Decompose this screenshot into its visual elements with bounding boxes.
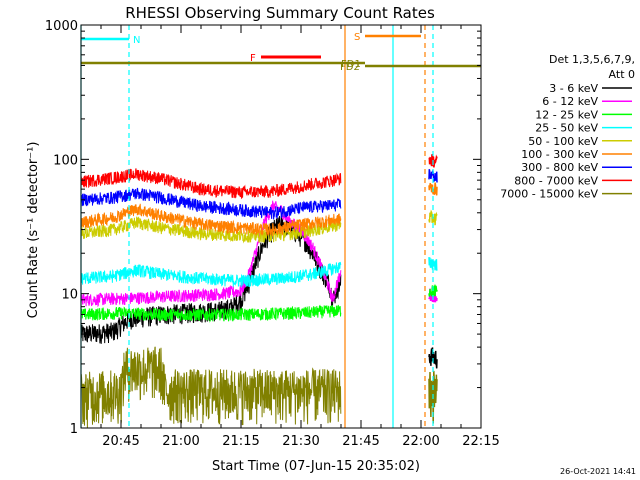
legend-label-7: 300 - 800 keV — [521, 161, 598, 174]
legend-label-3: 12 - 25 keV — [535, 108, 598, 121]
x-tick-label-3: 21:15 — [222, 434, 259, 449]
legend-header-line-2: Att 0 — [609, 68, 635, 81]
x-tick-label-7: 22:15 — [462, 434, 499, 449]
series-line-4-late — [428, 257, 438, 271]
legend-label-5: 50 - 100 keV — [528, 135, 598, 148]
series-line-8 — [80, 168, 342, 200]
series-line-5-late — [428, 209, 438, 226]
legend-label-1: 3 - 6 keV — [549, 82, 598, 95]
y-tick-label-2: 10 — [61, 288, 78, 303]
legend-label-2: 6 - 12 keV — [542, 95, 598, 108]
legend-header-line-1: Det 1,3,5,6,7,9, — [549, 53, 635, 66]
x-tick-label-2: 21:00 — [162, 434, 199, 449]
y-axis-label: Count Rate (s⁻¹ detector⁻¹) — [26, 142, 41, 319]
chart-title: RHESSI Observing Summary Count Rates — [125, 4, 435, 22]
series-line-4 — [80, 261, 342, 288]
annotation-label-f: F — [250, 53, 256, 64]
annotation-label-fd1: FD1 — [341, 59, 361, 70]
legend-label-4: 25 - 50 keV — [535, 122, 598, 135]
legend-label-8: 800 - 7000 keV — [514, 174, 598, 187]
x-axis-label: Start Time (07-Jun-15 20:35:02) — [212, 459, 420, 474]
legend-label-9: 7000 - 15000 keV — [500, 188, 598, 201]
x-tick-label-4: 21:30 — [282, 434, 319, 449]
annotation-label-n: N — [133, 35, 140, 46]
series-line-3-late — [428, 283, 438, 297]
series-line-7 — [80, 187, 342, 220]
series-line-6 — [80, 203, 342, 237]
series-line-3 — [80, 304, 342, 323]
series-line-6-late — [428, 182, 438, 196]
annotation-label-s: S — [354, 32, 360, 43]
series-line-9-late — [428, 370, 438, 424]
annotation-label-fd2: FD2 — [340, 62, 360, 73]
y-tick-label-3: 100 — [53, 153, 78, 168]
x-tick-label-5: 21:45 — [342, 434, 379, 449]
series-line-9 — [80, 346, 342, 428]
legend-label-6: 100 - 300 keV — [521, 148, 598, 161]
timestamp: 26-Oct-2021 14:41 — [560, 467, 636, 476]
x-tick-label-1: 20:45 — [102, 434, 139, 449]
y-tick-label-1: 1 — [70, 422, 78, 437]
x-tick-label-6: 22:00 — [402, 434, 439, 449]
y-tick-label-4: 1000 — [45, 19, 78, 34]
